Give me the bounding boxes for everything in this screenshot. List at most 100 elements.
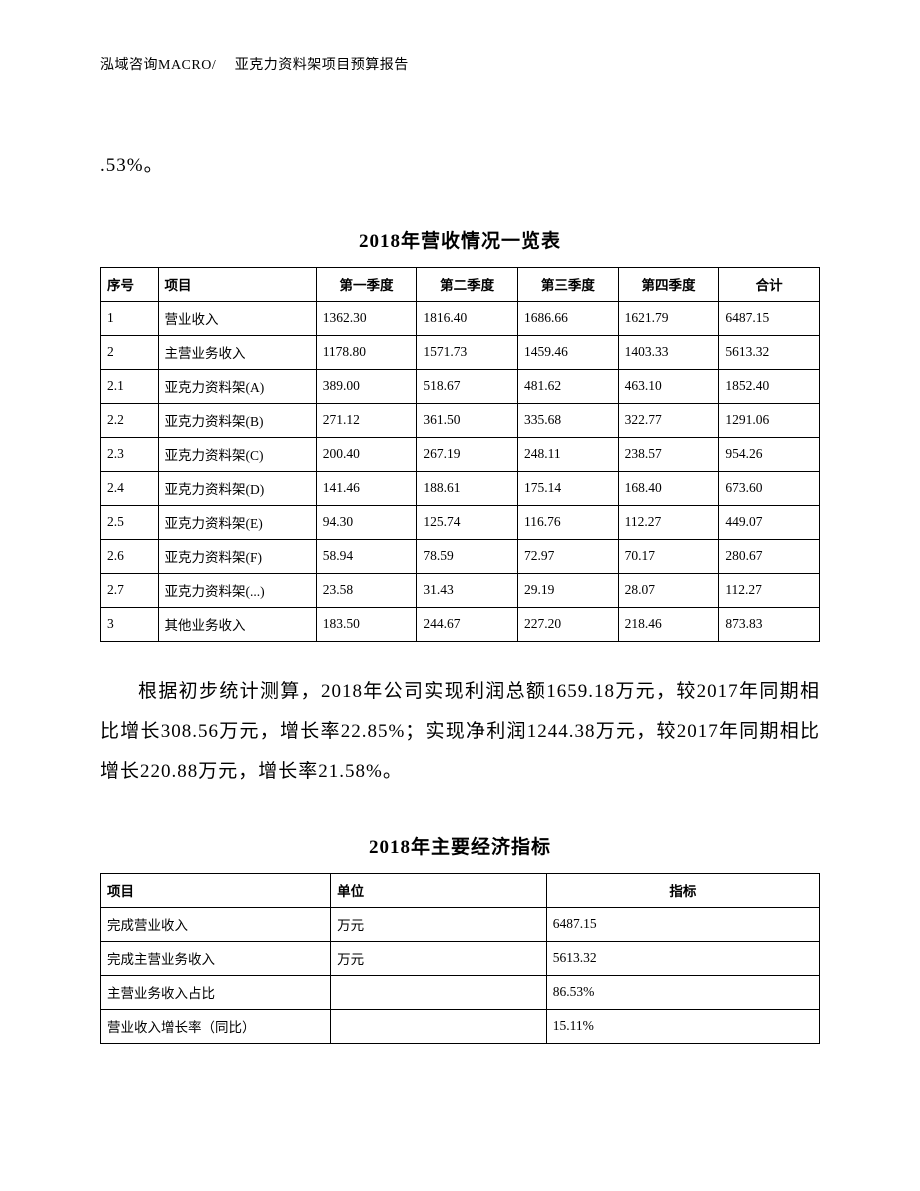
- top-text-fragment: .53%。: [100, 146, 820, 186]
- table-cell: 2.4: [101, 471, 159, 505]
- table-cell: 112.27: [618, 505, 719, 539]
- table-cell: 主营业务收入: [158, 335, 316, 369]
- table-row: 2.4亚克力资料架(D)141.46188.61175.14168.40673.…: [101, 471, 820, 505]
- col-seq: 序号: [101, 267, 159, 301]
- col-q3: 第三季度: [518, 267, 619, 301]
- table-cell: 万元: [331, 941, 547, 975]
- table-cell: 其他业务收入: [158, 607, 316, 641]
- table1-body: 1营业收入1362.301816.401686.661621.796487.15…: [101, 301, 820, 641]
- table-cell: 营业收入增长率（同比）: [101, 1009, 331, 1043]
- table-cell: 主营业务收入占比: [101, 975, 331, 1009]
- table-cell: 营业收入: [158, 301, 316, 335]
- table-cell: 518.67: [417, 369, 518, 403]
- table-cell: 28.07: [618, 573, 719, 607]
- table-cell: 亚克力资料架(C): [158, 437, 316, 471]
- table-cell: 5613.32: [546, 941, 819, 975]
- table-cell: 78.59: [417, 539, 518, 573]
- table-row: 完成主营业务收入万元5613.32: [101, 941, 820, 975]
- table-cell: 200.40: [316, 437, 417, 471]
- table-cell: 463.10: [618, 369, 719, 403]
- table-cell: 亚克力资料架(A): [158, 369, 316, 403]
- table-cell: 244.67: [417, 607, 518, 641]
- table-cell: 亚克力资料架(...): [158, 573, 316, 607]
- document-page: 泓域咨询MACRO/ 亚克力资料架项目预算报告 .53%。 2018年营收情况一…: [0, 0, 920, 1191]
- summary-paragraph: 根据初步统计测算，2018年公司实现利润总额1659.18万元，较2017年同期…: [100, 672, 820, 792]
- table-cell: 267.19: [417, 437, 518, 471]
- table-cell: [331, 975, 547, 1009]
- table-cell: 1459.46: [518, 335, 619, 369]
- table-cell: 322.77: [618, 403, 719, 437]
- table-row: 2.3亚克力资料架(C)200.40267.19248.11238.57954.…: [101, 437, 820, 471]
- table-cell: 389.00: [316, 369, 417, 403]
- table-cell: 112.27: [719, 573, 820, 607]
- table-cell: 1852.40: [719, 369, 820, 403]
- table-cell: 29.19: [518, 573, 619, 607]
- table-cell: 2.1: [101, 369, 159, 403]
- table-cell: 280.67: [719, 539, 820, 573]
- table-cell: 1362.30: [316, 301, 417, 335]
- table-cell: 168.40: [618, 471, 719, 505]
- table-cell: 954.26: [719, 437, 820, 471]
- col-q1: 第一季度: [316, 267, 417, 301]
- table-cell: 1686.66: [518, 301, 619, 335]
- table-cell: 873.83: [719, 607, 820, 641]
- table-cell: 6487.15: [546, 907, 819, 941]
- table-cell: 271.12: [316, 403, 417, 437]
- table-cell: 5613.32: [719, 335, 820, 369]
- table-cell: 2.7: [101, 573, 159, 607]
- col-total: 合计: [719, 267, 820, 301]
- table-cell: 15.11%: [546, 1009, 819, 1043]
- table-cell: 125.74: [417, 505, 518, 539]
- table-cell: 86.53%: [546, 975, 819, 1009]
- table-cell: 6487.15: [719, 301, 820, 335]
- table2-title: 2018年主要经济指标: [100, 832, 820, 859]
- table-cell: 1: [101, 301, 159, 335]
- revenue-table: 序号 项目 第一季度 第二季度 第三季度 第四季度 合计 1营业收入1362.3…: [100, 267, 820, 642]
- table-row: 3其他业务收入183.50244.67227.20218.46873.83: [101, 607, 820, 641]
- table-cell: 2.3: [101, 437, 159, 471]
- col-item: 项目: [158, 267, 316, 301]
- table-cell: 亚克力资料架(D): [158, 471, 316, 505]
- table-cell: 1403.33: [618, 335, 719, 369]
- table-cell: 2.5: [101, 505, 159, 539]
- table-cell: 218.46: [618, 607, 719, 641]
- table-cell: 248.11: [518, 437, 619, 471]
- table-cell: 亚克力资料架(F): [158, 539, 316, 573]
- table-cell: 31.43: [417, 573, 518, 607]
- table-cell: 1816.40: [417, 301, 518, 335]
- table-cell: 238.57: [618, 437, 719, 471]
- table-header-row: 项目 单位 指标: [101, 873, 820, 907]
- table-row: 2.7亚克力资料架(...)23.5831.4329.1928.07112.27: [101, 573, 820, 607]
- table-cell: 183.50: [316, 607, 417, 641]
- table-cell: 2.2: [101, 403, 159, 437]
- table-row: 2.1亚克力资料架(A)389.00518.67481.62463.101852…: [101, 369, 820, 403]
- table-cell: 万元: [331, 907, 547, 941]
- table-row: 2.2亚克力资料架(B)271.12361.50335.68322.771291…: [101, 403, 820, 437]
- table-cell: [331, 1009, 547, 1043]
- col-q2: 第二季度: [417, 267, 518, 301]
- table-cell: 亚克力资料架(E): [158, 505, 316, 539]
- table-row: 2.5亚克力资料架(E)94.30125.74116.76112.27449.0…: [101, 505, 820, 539]
- table-header-row: 序号 项目 第一季度 第二季度 第三季度 第四季度 合计: [101, 267, 820, 301]
- table-cell: 58.94: [316, 539, 417, 573]
- table-cell: 116.76: [518, 505, 619, 539]
- table-cell: 亚克力资料架(B): [158, 403, 316, 437]
- table-cell: 完成营业收入: [101, 907, 331, 941]
- table-cell: 72.97: [518, 539, 619, 573]
- table-cell: 361.50: [417, 403, 518, 437]
- table-row: 营业收入增长率（同比） 15.11%: [101, 1009, 820, 1043]
- table-row: 2.6亚克力资料架(F)58.9478.5972.9770.17280.67: [101, 539, 820, 573]
- table-cell: 335.68: [518, 403, 619, 437]
- table-cell: 481.62: [518, 369, 619, 403]
- indicator-table: 项目 单位 指标 完成营业收入万元6487.15完成主营业务收入万元5613.3…: [100, 873, 820, 1044]
- table-cell: 188.61: [417, 471, 518, 505]
- table-cell: 2: [101, 335, 159, 369]
- table1-title: 2018年营收情况一览表: [100, 226, 820, 253]
- table2-body: 完成营业收入万元6487.15完成主营业务收入万元5613.32主营业务收入占比…: [101, 907, 820, 1043]
- table-cell: 1291.06: [719, 403, 820, 437]
- table-cell: 3: [101, 607, 159, 641]
- table-row: 1营业收入1362.301816.401686.661621.796487.15: [101, 301, 820, 335]
- col-unit: 单位: [331, 873, 547, 907]
- table-cell: 1571.73: [417, 335, 518, 369]
- col-item: 项目: [101, 873, 331, 907]
